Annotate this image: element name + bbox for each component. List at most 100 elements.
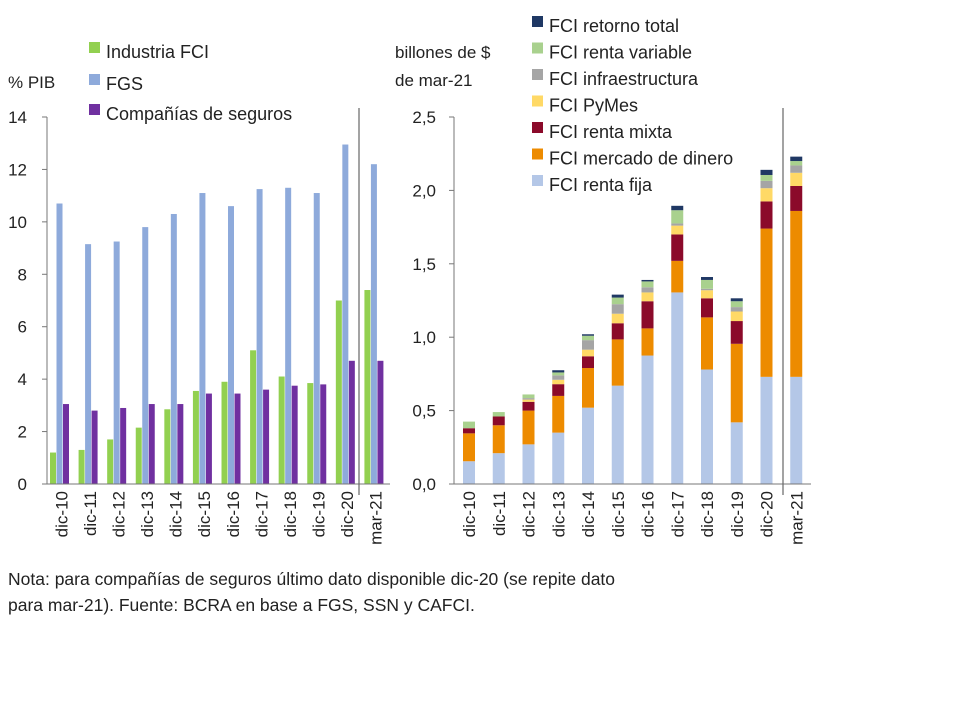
x-tick-label-right: dic-20 (758, 491, 777, 537)
bar-compa-as-de-seguros (263, 389, 270, 484)
bar-industria-fci (278, 376, 285, 484)
legend-swatch-right (532, 175, 543, 186)
bar-industria-fci (335, 300, 342, 484)
bar-compa-as-de-seguros (91, 410, 98, 484)
legend-label-right: FCI PyMes (549, 96, 638, 116)
bar-industria-fci (78, 449, 85, 484)
y-tick-label-left: 6 (18, 318, 27, 337)
stack-segment-fci-renta-variable (463, 421, 475, 429)
y-tick-label-right: 0,0 (412, 475, 436, 494)
stack-segment-fci-mercado-de-dinero (463, 433, 475, 462)
stack-segment-fci-renta-variable (641, 281, 654, 288)
bar-fgs (228, 206, 234, 484)
stack-segment-fci-renta-variable (671, 210, 684, 224)
stack-segment-fci-renta-mixta (582, 356, 594, 369)
stack-segment-fci-renta-variable (790, 161, 803, 166)
stack-segment-fci-renta-mixta (522, 401, 535, 411)
stack-segment-fci-infraestructura (671, 223, 684, 226)
x-tick-label-left: dic-20 (338, 491, 357, 537)
x-tick-label-left: dic-12 (109, 491, 128, 537)
x-tick-label-right: dic-13 (549, 491, 568, 537)
x-tick-label-right: dic-16 (639, 491, 658, 537)
stack-segment-fci-renta-variable (701, 279, 713, 289)
stack-segment-fci-pymes (790, 172, 803, 186)
stack-segment-fci-mercado-de-dinero (522, 410, 535, 445)
legend-label-left: Industria FCI (106, 42, 209, 62)
stack-segment-fci-pymes (730, 311, 743, 322)
y-tick-label-left: 4 (18, 370, 27, 389)
stack-segment-fci-infraestructura (522, 398, 535, 400)
y-tick-label-right: 2,0 (412, 181, 436, 200)
bar-compa-as-de-seguros (205, 393, 212, 484)
legend-swatch-left (89, 74, 100, 85)
stack-segment-fci-renta-mixta (641, 301, 654, 329)
bar-industria-fci (50, 452, 56, 484)
bar-industria-fci (164, 409, 171, 484)
stack-segment-fci-renta-variable (522, 394, 535, 399)
stack-segment-fci-renta-fija (671, 292, 684, 484)
stack-segment-fci-pymes (522, 399, 535, 402)
y-axis-label-right-line2: de mar-21 (395, 71, 472, 90)
stack-segment-fci-pymes (552, 379, 565, 385)
y-tick-label-left: 10 (8, 213, 27, 232)
stack-segment-fci-renta-fija (522, 444, 535, 484)
bar-compa-as-de-seguros (320, 384, 327, 484)
stack-segment-fci-renta-variable (582, 335, 594, 341)
bar-compa-as-de-seguros (291, 385, 298, 484)
bar-fgs (342, 144, 349, 484)
x-tick-label-left: dic-15 (195, 491, 214, 537)
stack-segment-fci-retorno-total (641, 279, 654, 282)
stack-segment-fci-renta-variable (552, 372, 565, 376)
stack-segment-fci-renta-fija (730, 422, 743, 484)
x-tick-label-right: dic-19 (728, 491, 747, 537)
stack-segment-fci-mercado-de-dinero (492, 425, 505, 454)
stack-segment-fci-retorno-total (611, 294, 624, 298)
stack-segment-fci-mercado-de-dinero (641, 328, 654, 356)
bar-compa-as-de-seguros (63, 404, 69, 484)
stack-segment-fci-pymes (611, 313, 624, 324)
y-tick-label-right: 2,5 (412, 108, 436, 127)
stack-segment-fci-renta-fija (760, 376, 773, 484)
stack-segment-fci-infraestructura (730, 307, 743, 312)
stack-segment-fci-renta-mixta (463, 428, 475, 434)
bar-fgs (56, 203, 63, 484)
stack-segment-fci-renta-variable (760, 174, 773, 181)
stack-segment-fci-retorno-total (671, 205, 684, 211)
bar-fgs (370, 164, 377, 484)
stack-segment-fci-renta-fija (641, 355, 654, 484)
bar-fgs (142, 227, 149, 484)
stack-segment-fci-renta-mixta (671, 234, 684, 261)
x-tick-label-right: dic-11 (490, 491, 509, 536)
x-tick-label-right: dic-14 (579, 491, 598, 537)
stack-segment-fci-infraestructura (790, 165, 803, 173)
stack-segment-fci-pymes (701, 290, 713, 299)
bar-fgs (170, 213, 177, 484)
legend-label-right: FCI renta variable (549, 43, 692, 63)
legend-swatch-right (532, 16, 543, 27)
bar-compa-as-de-seguros (148, 404, 155, 484)
y-tick-label-left: 8 (18, 265, 27, 284)
bar-fgs (85, 244, 92, 484)
y-tick-label-left: 0 (18, 475, 27, 494)
x-tick-label-left: mar-21 (367, 491, 386, 545)
y-tick-label-left: 14 (8, 108, 27, 127)
bar-compa-as-de-seguros (120, 407, 127, 484)
stack-segment-fci-pymes (641, 292, 654, 302)
note-line-1: Nota: para compañías de seguros último d… (8, 569, 616, 589)
x-tick-label-left: dic-18 (281, 491, 300, 537)
stack-segment-fci-pymes (671, 225, 684, 235)
legend-label-right: FCI retorno total (549, 16, 679, 36)
stack-segment-fci-infraestructura (552, 375, 565, 380)
stack-segment-fci-renta-fija (701, 369, 713, 484)
stack-segment-fci-infraestructura (760, 180, 773, 189)
stack-segment-fci-retorno-total (760, 169, 773, 175)
x-tick-label-right: dic-15 (609, 491, 628, 537)
bar-fgs (285, 187, 292, 484)
stack-segment-fci-pymes (760, 188, 773, 202)
stack-segment-fci-renta-fija (552, 432, 565, 484)
stack-segment-fci-renta-mixta (552, 384, 565, 396)
stack-segment-fci-renta-mixta (701, 298, 713, 318)
bar-industria-fci (307, 383, 314, 484)
legend-swatch-left (89, 42, 100, 53)
